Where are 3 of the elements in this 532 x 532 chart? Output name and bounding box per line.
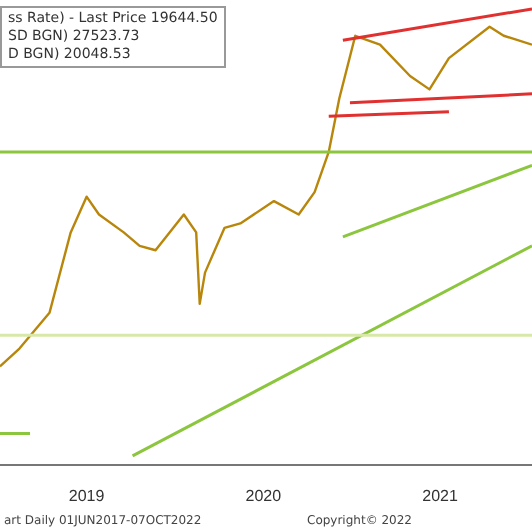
x-tick-label: 2020 (245, 486, 283, 505)
x-tick-label: 2021 (422, 486, 459, 505)
x-tick-label: 2019 (68, 486, 106, 505)
